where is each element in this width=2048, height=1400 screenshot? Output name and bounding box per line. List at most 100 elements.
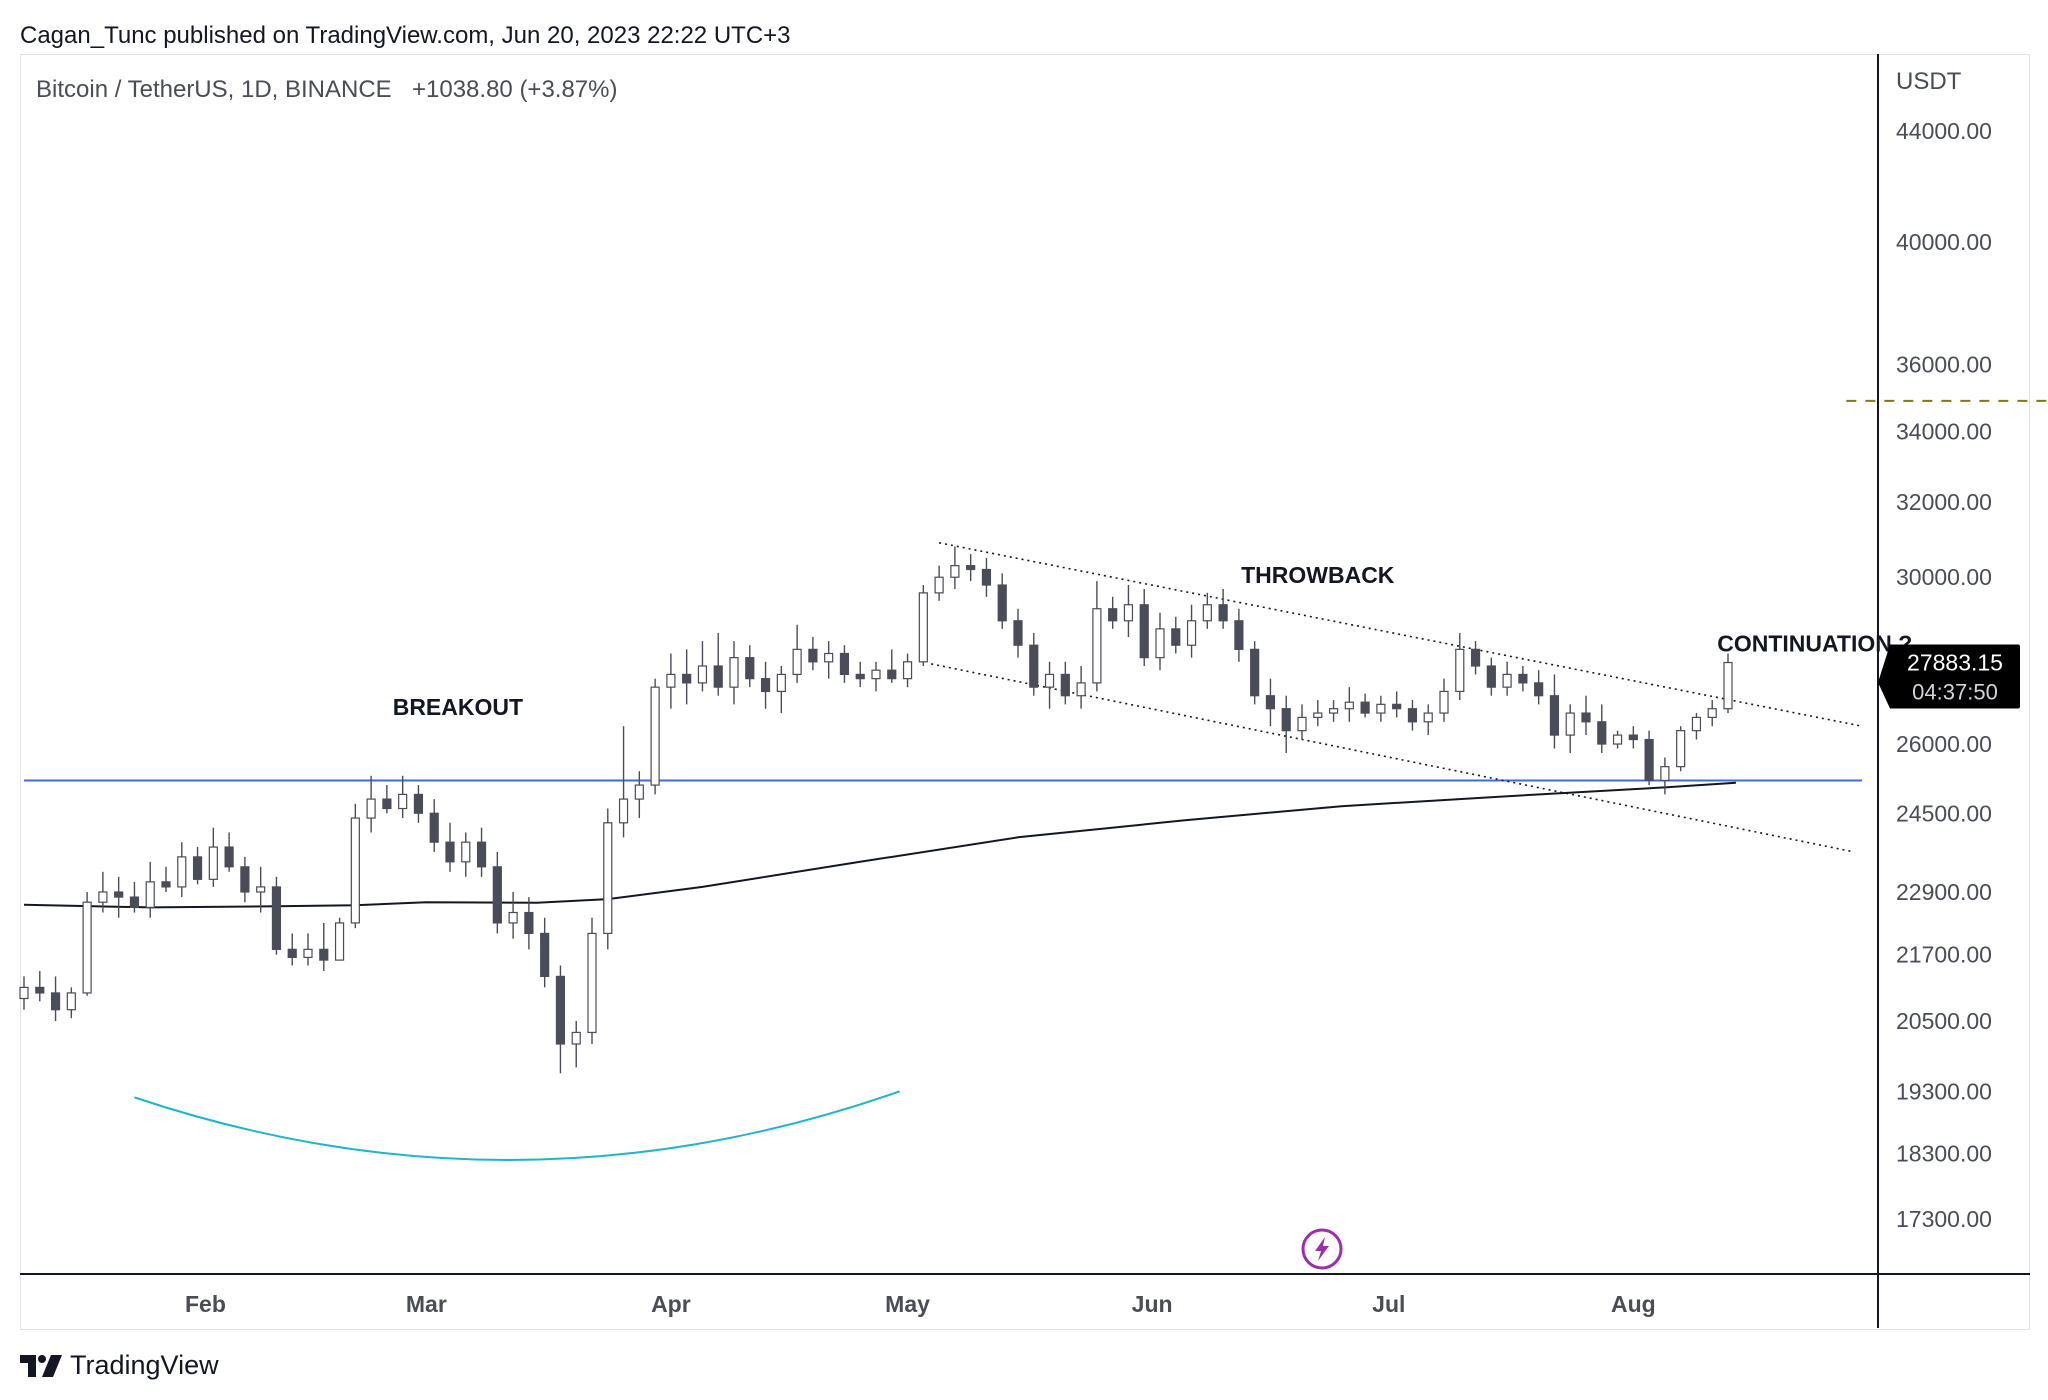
candle[interactable] <box>1250 641 1260 705</box>
price-chart[interactable]: BREAKOUT THROWBACK CONTINUATION ? Bitcoin … <box>0 0 2048 1340</box>
candle[interactable] <box>1502 661 1512 696</box>
time-axis[interactable]: Feb Mar Apr May Jun Jul Aug <box>185 1291 1656 1317</box>
candle[interactable] <box>1123 585 1134 638</box>
candle[interactable] <box>1186 604 1197 658</box>
candle[interactable] <box>1013 608 1023 658</box>
candle[interactable] <box>934 565 944 601</box>
candle[interactable] <box>1060 661 1070 705</box>
candle[interactable] <box>271 876 282 955</box>
candle[interactable] <box>524 897 534 950</box>
candle[interactable] <box>918 585 928 667</box>
candle[interactable] <box>19 976 29 1010</box>
candle[interactable] <box>1392 691 1402 718</box>
candle[interactable] <box>177 842 187 898</box>
candle[interactable] <box>319 922 329 971</box>
candle[interactable] <box>1076 666 1086 709</box>
candle[interactable] <box>461 832 471 877</box>
candle[interactable] <box>303 933 313 966</box>
candle[interactable] <box>902 653 913 688</box>
candle[interactable] <box>1407 700 1418 731</box>
candle[interactable] <box>760 661 771 709</box>
candle[interactable] <box>1044 661 1055 709</box>
candle[interactable] <box>1313 700 1323 727</box>
candle[interactable] <box>1565 704 1575 754</box>
candle[interactable] <box>287 933 297 966</box>
candle[interactable] <box>1660 757 1670 795</box>
candle[interactable] <box>776 666 786 714</box>
lightning-icon-bolt[interactable] <box>1315 1237 1329 1261</box>
candle[interactable] <box>571 1021 581 1068</box>
candle[interactable] <box>192 847 203 885</box>
candle[interactable] <box>808 637 818 671</box>
candle[interactable] <box>1534 670 1544 705</box>
candle[interactable] <box>224 832 234 872</box>
candle[interactable] <box>1518 666 1528 692</box>
candle[interactable] <box>1171 616 1181 654</box>
candle[interactable] <box>334 917 345 961</box>
candle[interactable] <box>50 976 61 1022</box>
candle[interactable] <box>1265 678 1276 727</box>
candle[interactable] <box>1423 704 1433 736</box>
candle[interactable] <box>1455 632 1465 701</box>
candle[interactable] <box>1470 641 1481 675</box>
candle[interactable] <box>1234 608 1244 662</box>
candle[interactable] <box>145 861 155 918</box>
candle[interactable] <box>208 827 218 887</box>
candle[interactable] <box>1581 695 1591 736</box>
candle[interactable] <box>129 881 140 913</box>
candle[interactable] <box>1029 632 1039 696</box>
candle[interactable] <box>1549 674 1560 749</box>
candle[interactable] <box>35 970 45 1002</box>
candle[interactable] <box>855 661 865 688</box>
channel-upper-line[interactable] <box>938 542 1863 728</box>
candle[interactable] <box>666 653 676 709</box>
candle[interactable] <box>950 546 960 589</box>
candle[interactable] <box>161 866 171 892</box>
candle[interactable] <box>745 645 755 688</box>
candle[interactable] <box>1360 693 1370 718</box>
candle[interactable] <box>555 965 566 1074</box>
candle[interactable] <box>1281 695 1291 754</box>
candle[interactable] <box>1644 730 1654 786</box>
candle[interactable] <box>650 678 660 795</box>
candle[interactable] <box>981 557 992 597</box>
candle[interactable] <box>508 891 518 939</box>
candle[interactable] <box>445 822 455 872</box>
candle[interactable] <box>1628 726 1638 749</box>
candle[interactable] <box>1139 588 1149 667</box>
plot-area[interactable]: BREAKOUT THROWBACK CONTINUATION ? <box>19 399 2048 1161</box>
candle[interactable] <box>603 808 613 950</box>
candle[interactable] <box>366 775 376 833</box>
candle[interactable] <box>887 649 897 683</box>
chart-frame[interactable] <box>20 54 2030 1330</box>
candle[interactable] <box>634 771 644 819</box>
candle[interactable] <box>697 641 708 692</box>
candle[interactable] <box>1486 657 1496 696</box>
candle[interactable] <box>98 871 108 913</box>
candle[interactable] <box>713 632 723 696</box>
candle[interactable] <box>476 827 487 877</box>
candle[interactable] <box>66 987 76 1019</box>
candle[interactable] <box>587 917 597 1044</box>
candle[interactable] <box>413 785 424 823</box>
candle[interactable] <box>682 649 692 705</box>
candle[interactable] <box>618 726 629 838</box>
candle[interactable] <box>1707 700 1717 727</box>
lightning-icon[interactable] <box>1301 1228 1343 1270</box>
candle[interactable] <box>1597 704 1607 754</box>
candle[interactable] <box>429 799 439 852</box>
candle[interactable] <box>1376 695 1386 722</box>
candle[interactable] <box>540 917 550 988</box>
candle[interactable] <box>1328 700 1339 722</box>
candle[interactable] <box>792 624 802 683</box>
candle[interactable] <box>1297 704 1307 740</box>
price-axis[interactable]: 44000.00 40000.00 36000.00 34000.00 32000.00… <box>1896 118 1992 1232</box>
candle[interactable] <box>839 645 850 683</box>
candle[interactable] <box>256 866 266 913</box>
candle[interactable] <box>1439 678 1449 722</box>
candle[interactable] <box>871 661 881 692</box>
candle[interactable] <box>1612 730 1623 749</box>
tradingview-logo[interactable]: TradingView <box>20 1350 219 1381</box>
candle[interactable] <box>1691 713 1702 740</box>
candle[interactable] <box>966 554 976 582</box>
